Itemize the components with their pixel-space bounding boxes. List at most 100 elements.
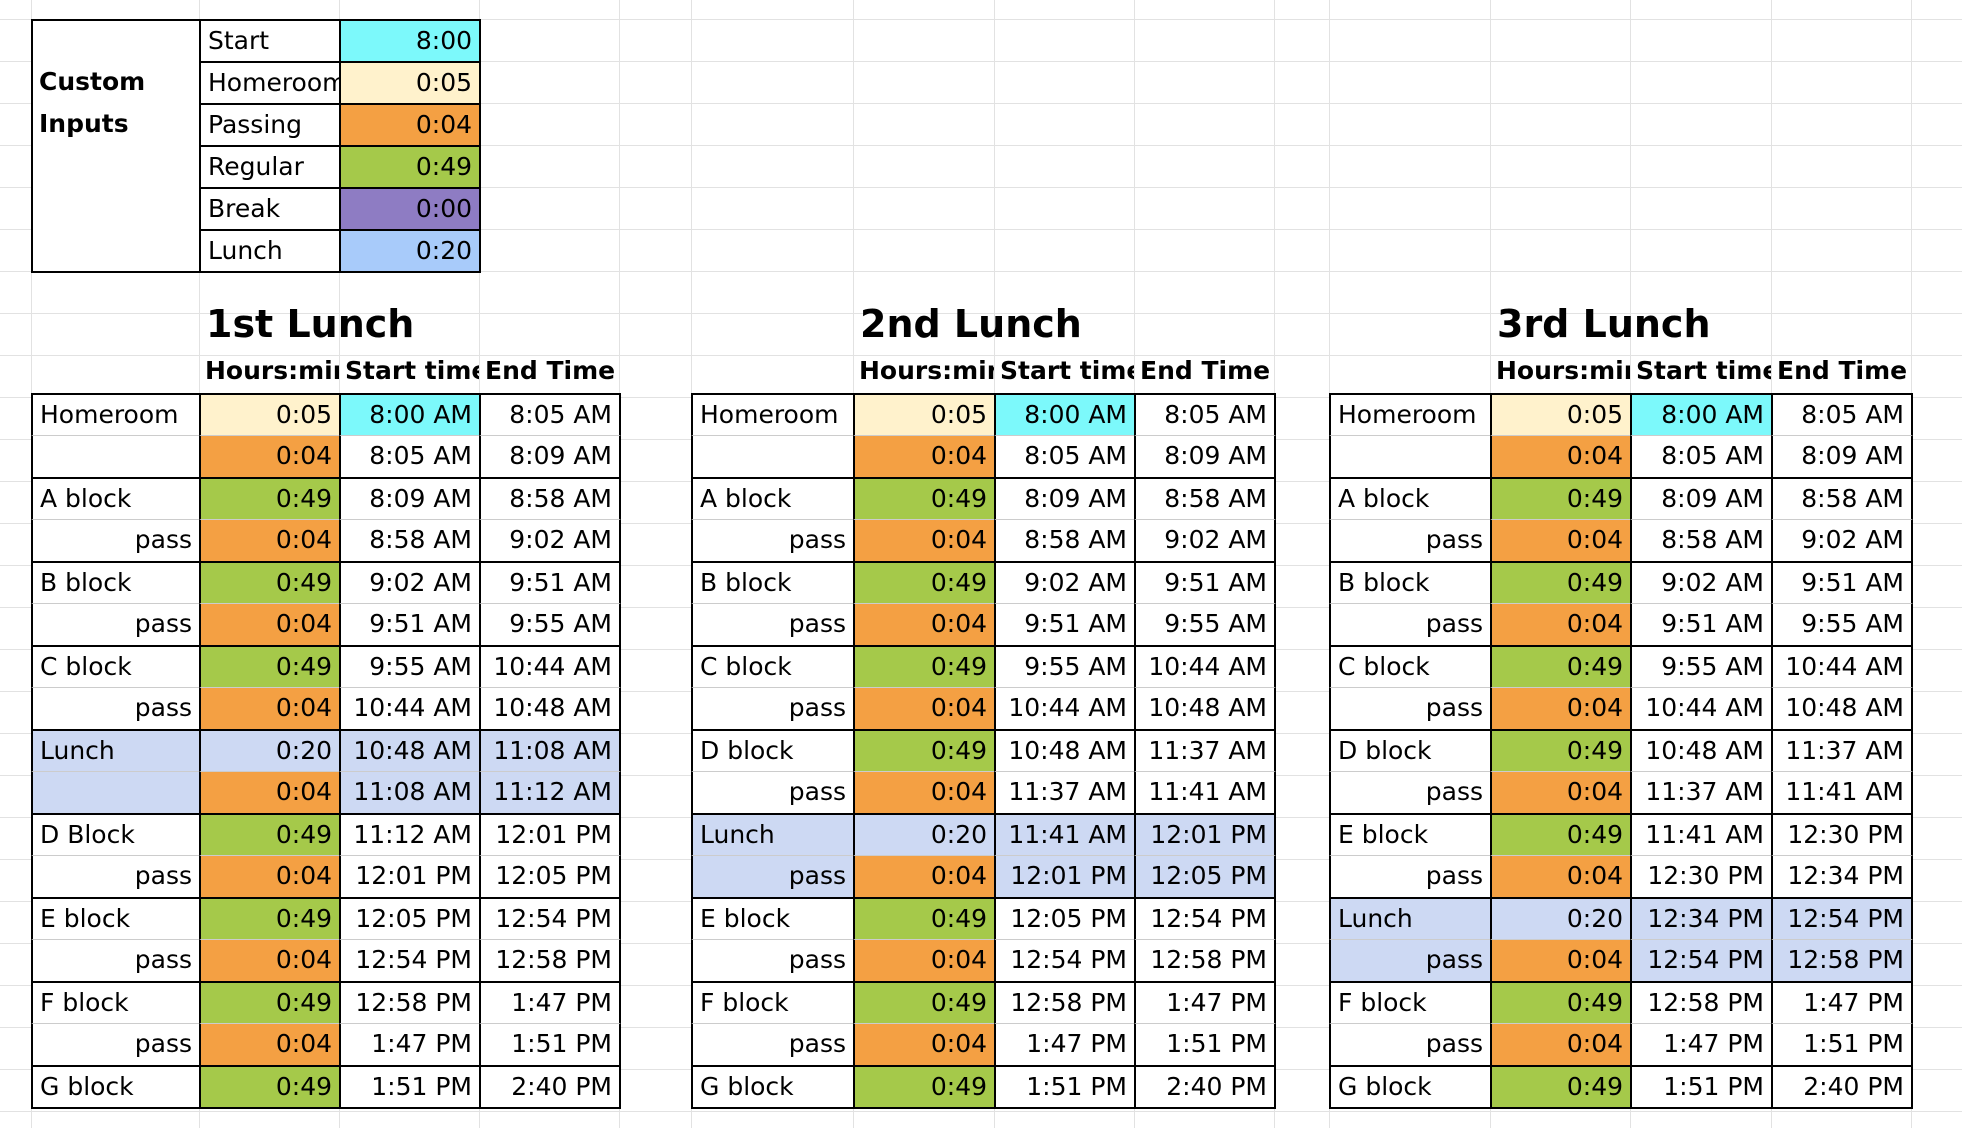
end-time: 9:02 AM (1134, 519, 1276, 561)
end-time: 1:47 PM (1771, 981, 1913, 1023)
period-label: A block (31, 477, 199, 519)
start-time: 8:58 AM (1630, 519, 1771, 561)
period-label: pass (1329, 687, 1490, 729)
end-time: 8:05 AM (479, 393, 621, 435)
start-time: 10:48 AM (339, 729, 479, 771)
start-time: 12:05 PM (994, 897, 1134, 939)
input-value: 0:49 (339, 145, 481, 189)
end-time: 1:51 PM (479, 1023, 621, 1065)
grid-line (0, 355, 1962, 356)
start-time: 11:41 AM (1630, 813, 1771, 855)
period-label: G block (1329, 1065, 1490, 1109)
start-time: 8:09 AM (994, 477, 1134, 519)
input-name: Lunch (199, 229, 341, 273)
period-label: B block (31, 561, 199, 603)
start-time: 11:37 AM (994, 771, 1134, 813)
period-label: pass (1329, 855, 1490, 897)
end-time: 11:41 AM (1134, 771, 1276, 813)
duration: 0:49 (1490, 813, 1630, 855)
duration: 0:04 (1490, 1023, 1630, 1065)
period-label: pass (1329, 1023, 1490, 1065)
schedule-title: 2nd Lunch (860, 302, 1082, 346)
duration: 0:05 (199, 393, 339, 435)
end-time: 8:09 AM (1771, 435, 1913, 477)
end-time: 11:41 AM (1771, 771, 1913, 813)
start-time: 11:41 AM (994, 813, 1134, 855)
start-time: 10:44 AM (994, 687, 1134, 729)
duration: 0:04 (199, 855, 339, 897)
period-label: pass (1329, 603, 1490, 645)
start-time: 1:51 PM (339, 1065, 479, 1109)
grid-line (0, 61, 1962, 62)
start-time: 8:00 AM (994, 393, 1134, 435)
period-label: B block (1329, 561, 1490, 603)
end-time: 12:01 PM (1134, 813, 1276, 855)
start-time: 9:55 AM (994, 645, 1134, 687)
end-time: 12:01 PM (479, 813, 621, 855)
duration: 0:05 (1490, 393, 1630, 435)
duration: 0:49 (1490, 1065, 1630, 1109)
period-label: Homeroom (1329, 393, 1490, 435)
period-label: pass (31, 603, 199, 645)
duration: 0:04 (853, 519, 994, 561)
period-label: pass (31, 1023, 199, 1065)
end-time: 1:47 PM (1134, 981, 1276, 1023)
duration: 0:04 (199, 687, 339, 729)
grid-line (0, 103, 1962, 104)
period-label: E block (1329, 813, 1490, 855)
column-header: Hours:min (205, 356, 339, 385)
duration: 0:04 (853, 435, 994, 477)
duration: 0:04 (199, 939, 339, 981)
period-label: D Block (31, 813, 199, 855)
duration: 0:49 (853, 729, 994, 771)
period-label: G block (691, 1065, 853, 1109)
period-label: pass (1329, 939, 1490, 981)
duration: 0:04 (853, 855, 994, 897)
end-time: 11:08 AM (479, 729, 621, 771)
input-value: 0:04 (339, 103, 481, 147)
start-time: 8:09 AM (1630, 477, 1771, 519)
column-header: End Time (485, 356, 616, 385)
period-label (31, 435, 199, 477)
end-time: 1:51 PM (1771, 1023, 1913, 1065)
duration: 0:04 (1490, 687, 1630, 729)
duration: 0:04 (1490, 603, 1630, 645)
period-label: pass (691, 1023, 853, 1065)
grid-line (0, 229, 1962, 230)
duration: 0:49 (1490, 561, 1630, 603)
start-time: 12:05 PM (339, 897, 479, 939)
duration: 0:04 (1490, 771, 1630, 813)
start-time: 12:30 PM (1630, 855, 1771, 897)
start-time: 8:58 AM (994, 519, 1134, 561)
end-time: 8:58 AM (1134, 477, 1276, 519)
end-time: 12:54 PM (1134, 897, 1276, 939)
period-label: pass (691, 519, 853, 561)
start-time: 9:51 AM (339, 603, 479, 645)
column-header: End Time (1140, 356, 1271, 385)
duration: 0:49 (1490, 981, 1630, 1023)
duration: 0:49 (853, 645, 994, 687)
period-label (691, 435, 853, 477)
period-label: E block (31, 897, 199, 939)
duration: 0:04 (1490, 855, 1630, 897)
duration: 0:49 (1490, 729, 1630, 771)
start-time: 9:55 AM (1630, 645, 1771, 687)
start-time: 12:58 PM (339, 981, 479, 1023)
period-label: pass (1329, 519, 1490, 561)
start-time: 11:37 AM (1630, 771, 1771, 813)
start-time: 12:54 PM (1630, 939, 1771, 981)
start-time: 10:44 AM (339, 687, 479, 729)
end-time: 12:58 PM (1771, 939, 1913, 981)
duration: 0:49 (199, 1065, 339, 1109)
start-time: 1:51 PM (994, 1065, 1134, 1109)
duration: 0:04 (853, 939, 994, 981)
duration: 0:04 (199, 771, 339, 813)
start-time: 8:00 AM (339, 393, 479, 435)
period-label: G block (31, 1065, 199, 1109)
grid-line (0, 313, 1962, 314)
start-time: 8:05 AM (339, 435, 479, 477)
period-label: C block (1329, 645, 1490, 687)
period-label: E block (691, 897, 853, 939)
period-label: Homeroom (691, 393, 853, 435)
duration: 0:49 (853, 477, 994, 519)
